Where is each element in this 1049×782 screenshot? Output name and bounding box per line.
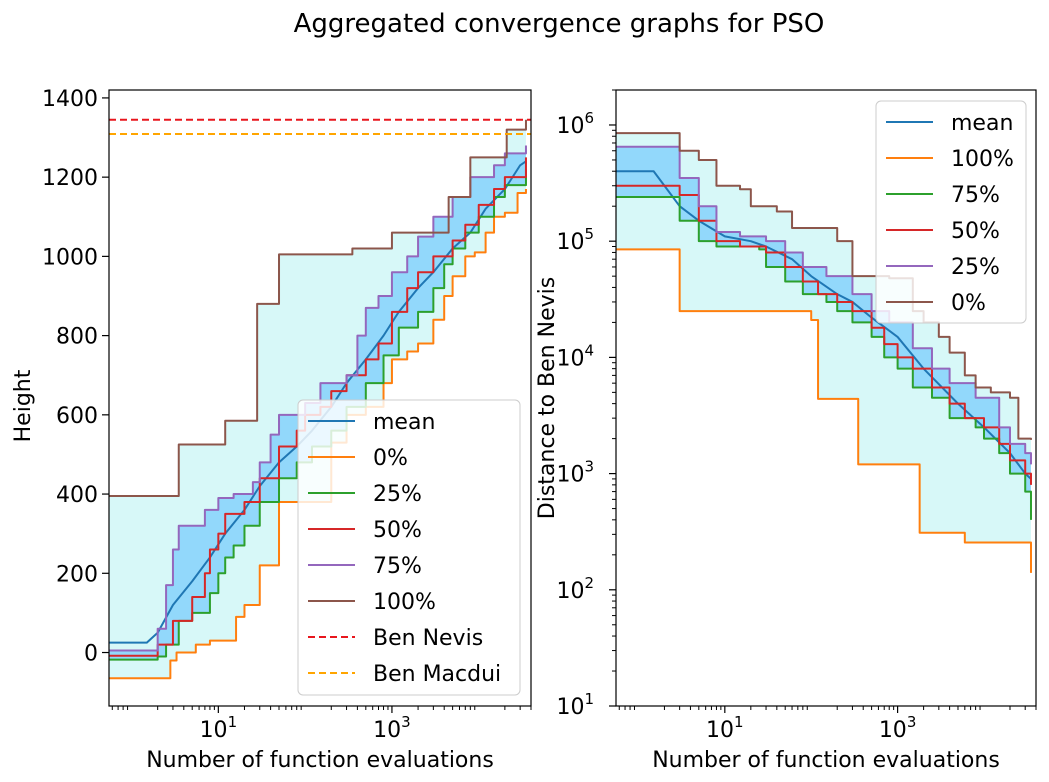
axes-frame (108, 89, 532, 707)
x-tick-label: 103 (373, 713, 411, 743)
legend-entry-75pct: 75% (308, 554, 422, 579)
legend-entry-mean: mean (308, 410, 435, 435)
legend-box (297, 399, 521, 696)
x-tick-label: 101 (200, 713, 238, 743)
y-tick-label: 400 (56, 483, 98, 508)
band-75pct-25pct (616, 146, 1031, 520)
legend-entry-0pct: 0% (308, 446, 408, 471)
series-100pct (616, 248, 1032, 573)
legend-entry-25pct: 25% (886, 255, 1000, 280)
y-tick-label: 0 (84, 642, 98, 667)
y-tick-label: 1400 (42, 87, 98, 112)
legend-label: 75% (373, 554, 422, 579)
legend-label: mean (951, 111, 1013, 136)
y-tick-label: 106 (556, 109, 594, 139)
series-50pct (616, 184, 1032, 485)
legend: mean 100% 75% 50% 25% 0% (875, 100, 1027, 324)
legend-label: 25% (951, 255, 1000, 280)
legend-label: 100% (951, 147, 1014, 172)
legend-label: mean (373, 410, 435, 435)
x-axis-label: Number of function evaluations (146, 748, 494, 773)
legend-entry-25pct: 25% (308, 482, 422, 507)
legend-label: 100% (373, 590, 436, 615)
series-mean (616, 170, 1032, 480)
axes-frame (615, 89, 1037, 707)
legend-entry-50pct: 50% (308, 518, 422, 543)
legend-entry-ben-macdui: Ben Macdui (308, 662, 501, 687)
x-tick-label: 103 (879, 713, 917, 743)
legend-entry-ben-nevis: Ben Nevis (308, 626, 483, 651)
legend-entry-mean: mean (886, 111, 1013, 136)
x-axis-label: Number of function evaluations (652, 748, 1000, 773)
y-tick-label: 1200 (42, 166, 98, 191)
legend-label: 0% (373, 446, 408, 471)
legend-label: 25% (373, 482, 422, 507)
y-tick-label: 102 (556, 574, 594, 604)
panel-height: 101 103 0 200 400 600 800 1000 1200 1400 Number of… (11, 87, 532, 773)
legend-entry-0pct: 0% (886, 291, 986, 316)
legend-entry-100pct: 100% (308, 590, 436, 615)
figure-title: Aggregated convergence graphs for PSO (294, 9, 825, 39)
legend-label: 0% (951, 291, 986, 316)
y-tick-label: 104 (556, 341, 594, 371)
legend-label: 50% (373, 518, 422, 543)
legend: mean 0% 25% 50% 75% 100% Ben Nevis Ben Macdui (297, 399, 521, 696)
y-tick-label: 101 (556, 690, 594, 720)
y-tick-label: 600 (56, 404, 98, 429)
series-100pct (109, 119, 527, 498)
y-tick-label: 800 (56, 325, 98, 350)
legend-label: 50% (951, 219, 1000, 244)
x-tick-label: 101 (706, 713, 744, 743)
y-tick-label: 200 (56, 562, 98, 587)
y-tick-label: 105 (556, 225, 594, 255)
y-tick-label: 1000 (42, 245, 98, 270)
legend-entry-75pct: 75% (886, 183, 1000, 208)
y-axis-label: Height (11, 369, 36, 442)
legend-label: 75% (951, 183, 1000, 208)
legend-box (875, 100, 1027, 324)
band-25pct-75pct (109, 145, 526, 660)
legend-entry-100pct: 100% (886, 147, 1014, 172)
legend-entry-50pct: 50% (886, 219, 1000, 244)
series-25pct (616, 145, 1032, 465)
y-tick-label: 103 (556, 458, 594, 488)
legend-label: Ben Nevis (373, 626, 483, 651)
panel-distance: 101 103 101 102 103 104 105 106 Number of functi… (535, 89, 1037, 773)
y-axis-label: Distance to Ben Nevis (535, 277, 560, 519)
legend-label: Ben Macdui (373, 662, 501, 687)
